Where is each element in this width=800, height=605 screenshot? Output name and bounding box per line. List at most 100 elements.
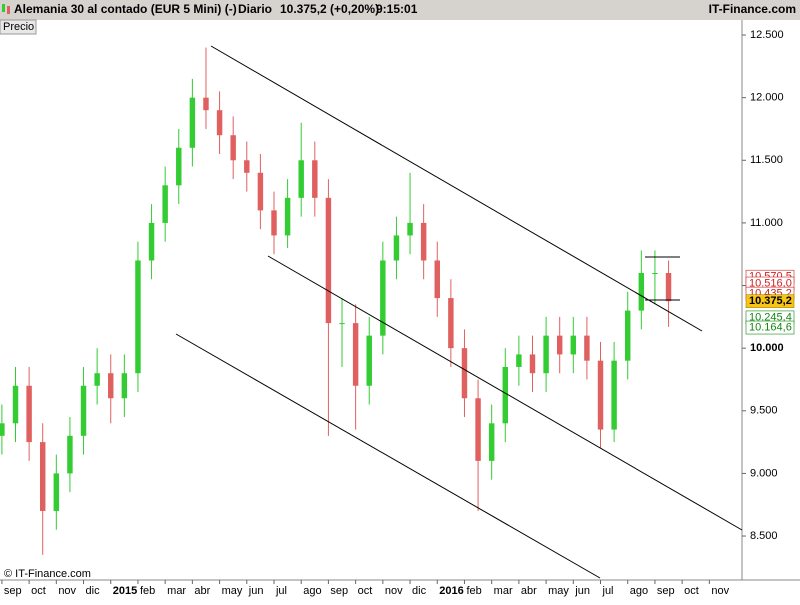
header-bar bbox=[0, 0, 800, 20]
body bbox=[420, 222, 427, 261]
body bbox=[80, 385, 87, 436]
body bbox=[393, 235, 400, 261]
body bbox=[570, 335, 577, 355]
body bbox=[407, 222, 413, 236]
x-tick-label: sep bbox=[4, 585, 22, 597]
body bbox=[189, 97, 196, 148]
y-tick-label: 10.000 bbox=[750, 342, 784, 354]
trend-line bbox=[210, 45, 703, 332]
footer: © IT-Finance.com bbox=[4, 568, 91, 580]
y-tick-label: 12.000 bbox=[750, 92, 784, 104]
body bbox=[271, 210, 277, 236]
x-tick-label: ago bbox=[630, 585, 648, 597]
body bbox=[665, 273, 672, 302]
body bbox=[502, 366, 508, 424]
body bbox=[597, 360, 604, 430]
body bbox=[584, 335, 590, 361]
body bbox=[366, 335, 372, 386]
x-tick-label: oct bbox=[31, 585, 46, 597]
body bbox=[162, 185, 168, 223]
y-tick-label: 12.500 bbox=[750, 29, 784, 41]
x-tick-label: may bbox=[548, 585, 569, 597]
body bbox=[230, 135, 236, 161]
body bbox=[244, 160, 250, 173]
body bbox=[611, 360, 617, 430]
x-tick-label: mar bbox=[494, 585, 513, 597]
x-tick-label: 2016 bbox=[439, 585, 463, 597]
body bbox=[121, 373, 128, 399]
body bbox=[257, 172, 264, 211]
x-tick-label: 2015 bbox=[113, 585, 137, 597]
time: 9:15:01 bbox=[376, 2, 418, 16]
y-tick-label: 11.000 bbox=[750, 217, 783, 229]
price-label: 10.516,0 bbox=[749, 277, 792, 289]
x-tick-label: feb bbox=[466, 585, 481, 597]
body bbox=[652, 273, 658, 275]
x-tick-label: jul bbox=[602, 585, 614, 597]
x-tick-label: sep bbox=[657, 585, 675, 597]
trend-lines bbox=[175, 45, 743, 579]
icon bbox=[7, 6, 10, 14]
body bbox=[380, 260, 386, 336]
body bbox=[176, 147, 182, 186]
x-tick-label: abr bbox=[521, 585, 537, 597]
x-tick-label: feb bbox=[140, 585, 155, 597]
body bbox=[284, 197, 291, 236]
body bbox=[434, 260, 440, 299]
x-tick-label: ago bbox=[303, 585, 321, 597]
x-tick-label: abr bbox=[194, 585, 210, 597]
price-label-box bbox=[745, 320, 795, 335]
x-tick-label: sep bbox=[330, 585, 348, 597]
panel-label-box bbox=[0, 19, 37, 35]
x-tick-label: oct bbox=[358, 585, 373, 597]
icon bbox=[2, 4, 5, 12]
price-label-box bbox=[745, 294, 795, 308]
instrument-title: Alemania 30 al contado (EUR 5 Mini) (-) bbox=[14, 2, 237, 16]
body bbox=[148, 222, 155, 261]
body bbox=[448, 298, 454, 349]
y-tick-label: 11.500 bbox=[750, 154, 783, 166]
body bbox=[488, 423, 495, 461]
body bbox=[339, 323, 345, 325]
body bbox=[216, 110, 223, 136]
body bbox=[108, 373, 114, 399]
body bbox=[638, 273, 645, 311]
brand: IT-Finance.com bbox=[709, 2, 796, 16]
body bbox=[39, 442, 46, 511]
body bbox=[475, 398, 481, 461]
x-tick-label: oct bbox=[684, 585, 699, 597]
body bbox=[556, 335, 563, 355]
body bbox=[516, 354, 522, 367]
x-tick-label: mar bbox=[167, 585, 186, 597]
x-tick-label: may bbox=[222, 585, 243, 597]
x-tick-label: dic bbox=[412, 585, 427, 597]
body bbox=[312, 160, 318, 198]
x-tick-label: jun bbox=[574, 585, 590, 597]
body bbox=[12, 385, 19, 424]
x-tick-label: dic bbox=[86, 585, 101, 597]
body bbox=[0, 423, 5, 436]
trend-line bbox=[267, 255, 743, 531]
trend-line bbox=[175, 333, 601, 579]
body bbox=[298, 160, 304, 198]
body bbox=[461, 348, 468, 399]
body bbox=[135, 260, 141, 374]
x-tick-label: nov bbox=[385, 585, 403, 597]
x-tick-label: nov bbox=[711, 585, 729, 597]
last-price: 10.375,2 (+0,20%) bbox=[280, 2, 379, 16]
x-tick-label: jul bbox=[275, 585, 287, 597]
price-label: 10.245,4 bbox=[749, 311, 792, 323]
y-tick-label: 9.500 bbox=[750, 405, 778, 417]
x-tick-label: jun bbox=[248, 585, 264, 597]
x-tick-label: nov bbox=[58, 585, 76, 597]
body bbox=[543, 335, 549, 374]
body bbox=[53, 473, 60, 511]
price-label: 10.375,2 bbox=[749, 295, 792, 307]
body bbox=[67, 435, 73, 474]
body bbox=[624, 310, 631, 361]
period: Diario bbox=[238, 2, 272, 16]
body bbox=[325, 197, 332, 324]
price-label: 10.164,6 bbox=[749, 321, 792, 333]
body bbox=[203, 97, 209, 111]
